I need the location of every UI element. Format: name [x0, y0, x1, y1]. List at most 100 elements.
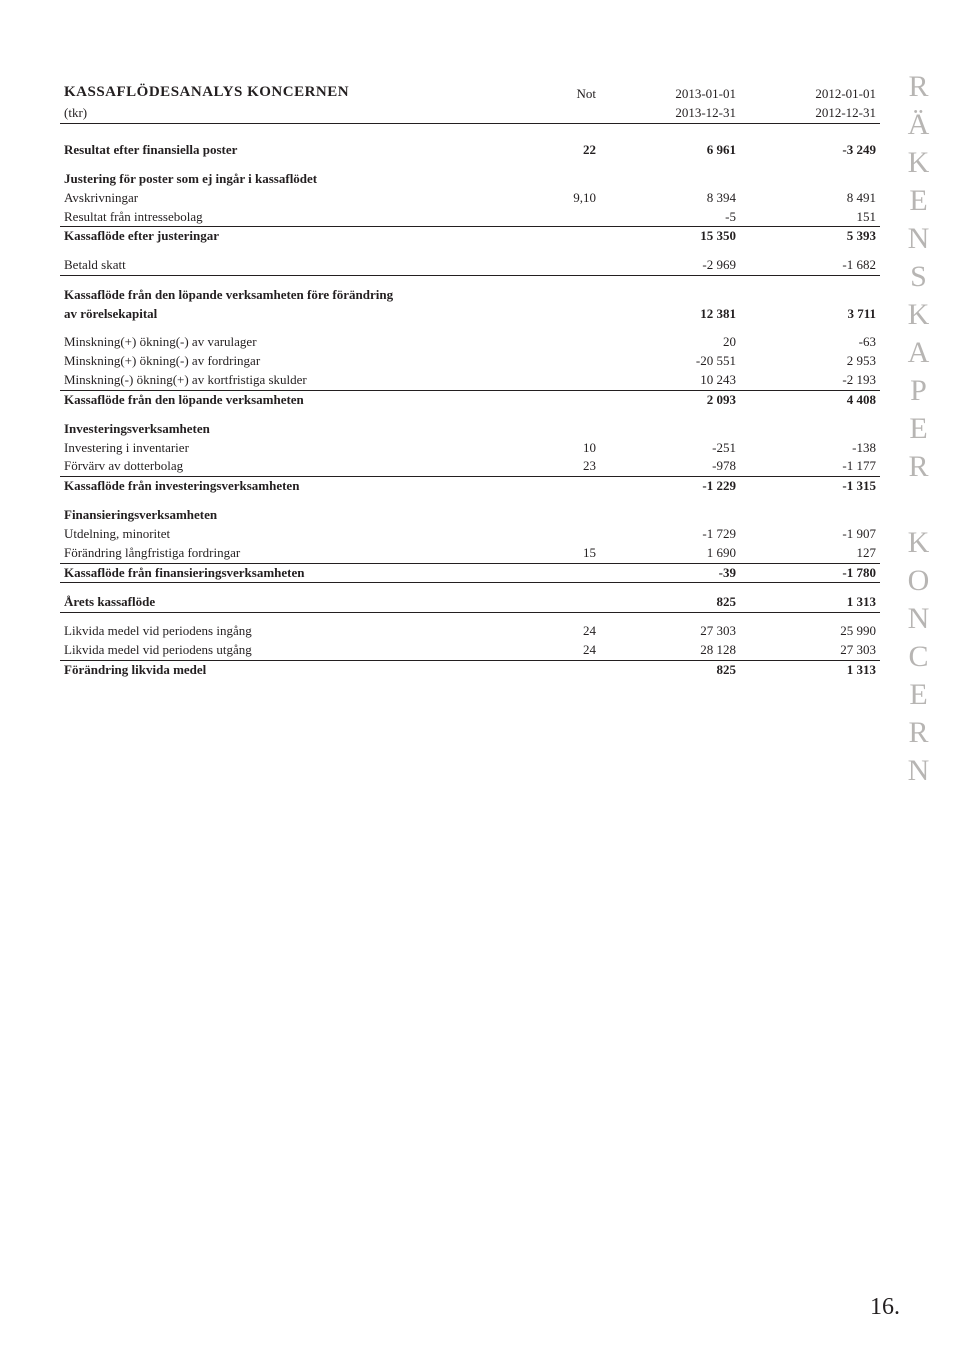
row-value-a: -2 969 — [600, 256, 740, 275]
row-not — [520, 593, 600, 612]
row-value-b: 25 990 — [740, 622, 880, 641]
page-number: 16. — [870, 1294, 900, 1321]
table-row — [60, 276, 880, 286]
table-row: Investeringsverksamheten — [60, 420, 880, 439]
table-row: Utdelning, minoritet-1 729-1 907 — [60, 525, 880, 544]
row-value-a: 12 381 — [600, 305, 740, 324]
row-value-a: 6 961 — [600, 141, 740, 160]
row-value-b: 1 313 — [740, 593, 880, 612]
row-value-a: 825 — [600, 593, 740, 612]
row-value-a — [600, 506, 740, 525]
table-row: Kassaflöde från finansieringsverksamhete… — [60, 563, 880, 583]
row-label: Kassaflöde från finansieringsverksamhete… — [60, 563, 520, 583]
row-value-a: 2 093 — [600, 390, 740, 409]
col-header-period-a-end: 2013-12-31 — [600, 104, 740, 123]
row-not — [520, 506, 600, 525]
row-value-a: -978 — [600, 457, 740, 476]
side-vertical-label: RÄKENSKAPER KONCERN — [901, 70, 935, 792]
table-row: Likvida medel vid periodens ingång2427 3… — [60, 622, 880, 641]
row-value-b: -3 249 — [740, 141, 880, 160]
row-value-a: 27 303 — [600, 622, 740, 641]
table-row — [60, 612, 880, 622]
table-row: Kassaflöde efter justeringar15 3505 393 — [60, 227, 880, 246]
row-value-a: 20 — [600, 333, 740, 352]
row-value-a: -5 — [600, 208, 740, 227]
table-row — [60, 496, 880, 506]
row-label: Kassaflöde efter justeringar — [60, 227, 520, 246]
row-not — [520, 420, 600, 439]
table-header-row-1: KASSAFLÖDESANALYS KONCERNEN Not 2013-01-… — [60, 82, 880, 104]
row-value-a: 28 128 — [600, 641, 740, 660]
table-row: Minskning(+) ökning(-) av varulager20-63 — [60, 333, 880, 352]
table-title: KASSAFLÖDESANALYS KONCERNEN — [60, 82, 520, 104]
table-row: Förvärv av dotterbolag23-978-1 177 — [60, 457, 880, 476]
row-not — [520, 333, 600, 352]
spacer-cell — [60, 323, 880, 333]
row-value-b: 151 — [740, 208, 880, 227]
table-row: Investering i inventarier10-251-138 — [60, 439, 880, 458]
row-label: Resultat efter finansiella poster — [60, 141, 520, 160]
row-value-b: -1 780 — [740, 563, 880, 583]
row-not: 9,10 — [520, 189, 600, 208]
table-row: Likvida medel vid periodens utgång2428 1… — [60, 641, 880, 660]
row-not — [520, 305, 600, 324]
table-row: av rörelsekapital12 3813 711 — [60, 305, 880, 324]
row-label: Betald skatt — [60, 256, 520, 275]
row-value-b: 8 491 — [740, 189, 880, 208]
table-row: Resultat efter finansiella poster226 961… — [60, 141, 880, 160]
row-value-a: -20 551 — [600, 352, 740, 371]
row-label: Minskning(-) ökning(+) av kortfristiga s… — [60, 371, 520, 390]
row-label: Justering för poster som ej ingår i kass… — [60, 170, 520, 189]
row-value-a: -39 — [600, 563, 740, 583]
row-label: Likvida medel vid periodens ingång — [60, 622, 520, 641]
row-not — [520, 390, 600, 409]
row-label: Förvärv av dotterbolag — [60, 457, 520, 476]
row-value-b: 3 711 — [740, 305, 880, 324]
row-label: Utdelning, minoritet — [60, 525, 520, 544]
row-value-b: 4 408 — [740, 390, 880, 409]
row-not — [520, 170, 600, 189]
row-not: 10 — [520, 439, 600, 458]
spacer-cell — [60, 276, 880, 286]
table-row: Betald skatt-2 969-1 682 — [60, 256, 880, 275]
row-value-b — [740, 286, 880, 305]
row-value-b: -138 — [740, 439, 880, 458]
row-value-a: 10 243 — [600, 371, 740, 390]
row-value-a: 15 350 — [600, 227, 740, 246]
table-row: Kassaflöde från den löpande verksamheten… — [60, 390, 880, 409]
cashflow-table: KASSAFLÖDESANALYS KONCERNEN Not 2013-01-… — [60, 82, 880, 680]
table-row: Kassaflöde från investeringsverksamheten… — [60, 477, 880, 496]
table-row: Årets kassaflöde 8251 313 — [60, 593, 880, 612]
row-value-a: -1 229 — [600, 477, 740, 496]
row-not — [520, 208, 600, 227]
table-unit: (tkr) — [60, 104, 520, 123]
row-not — [520, 525, 600, 544]
page-container: RÄKENSKAPER KONCERN KASSAFLÖDESANALYS KO… — [0, 0, 960, 1361]
row-value-b — [740, 170, 880, 189]
row-value-a — [600, 420, 740, 439]
table-row: Avskrivningar9,108 3948 491 — [60, 189, 880, 208]
row-value-a — [600, 286, 740, 305]
table-row: Förändring likvida medel8251 313 — [60, 661, 880, 680]
table-row — [60, 583, 880, 593]
spacer-cell — [60, 496, 880, 506]
row-not: 15 — [520, 544, 600, 563]
spacer-cell — [60, 246, 880, 256]
row-value-a: -1 729 — [600, 525, 740, 544]
spacer-cell — [60, 160, 880, 170]
row-value-a — [600, 170, 740, 189]
row-value-b: -63 — [740, 333, 880, 352]
row-value-b: 1 313 — [740, 661, 880, 680]
row-label: Kassaflöde från den löpande verksamheten — [60, 390, 520, 409]
row-not: 22 — [520, 141, 600, 160]
row-value-b — [740, 506, 880, 525]
row-label: Finansieringsverksamheten — [60, 506, 520, 525]
row-value-b: -1 315 — [740, 477, 880, 496]
row-label: Förändring långfristiga fordringar — [60, 544, 520, 563]
row-value-b: 2 953 — [740, 352, 880, 371]
row-not: 24 — [520, 622, 600, 641]
row-label: Årets kassaflöde — [60, 593, 520, 612]
table-row — [60, 246, 880, 256]
col-header-period-b-end: 2012-12-31 — [740, 104, 880, 123]
row-not: 23 — [520, 457, 600, 476]
